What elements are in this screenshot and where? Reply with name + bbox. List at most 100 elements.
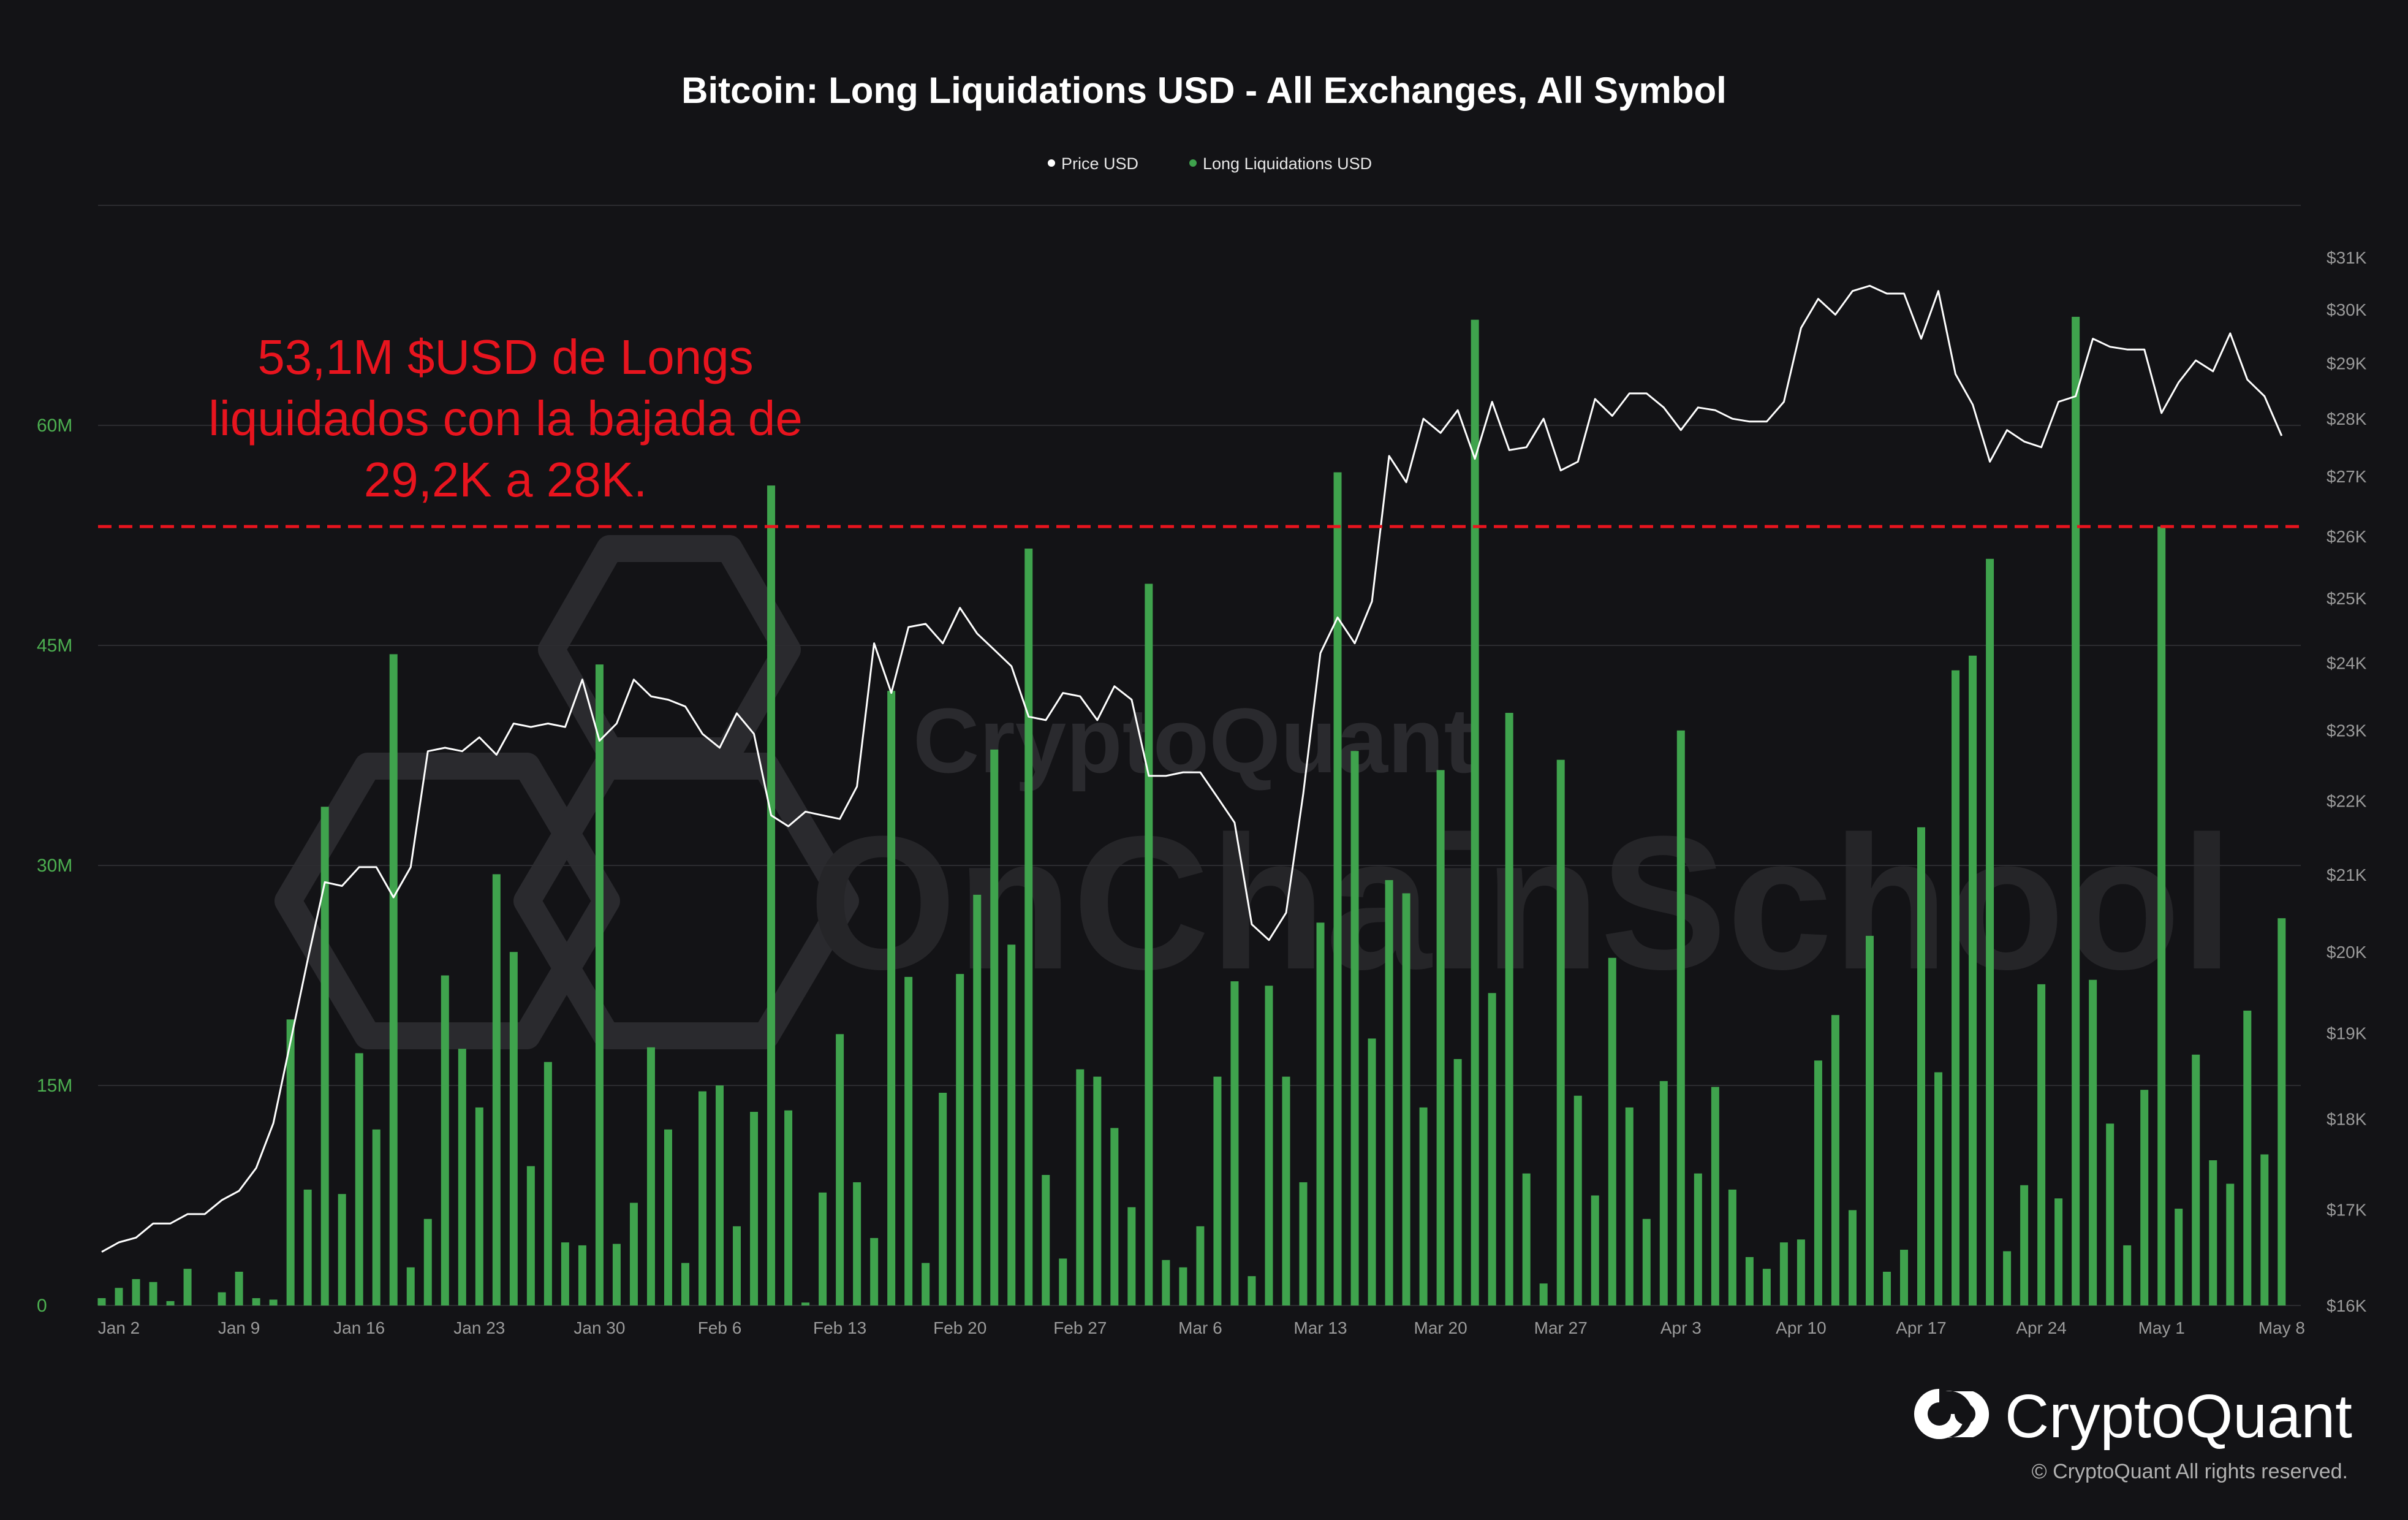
right-tick-label: $25K <box>2327 589 2367 608</box>
liquidation-bar <box>836 1034 844 1305</box>
liquidation-bar <box>990 749 999 1305</box>
liquidation-bar <box>956 974 964 1305</box>
right-tick-label: $17K <box>2327 1200 2367 1219</box>
liquidation-bar <box>1505 713 1513 1305</box>
x-tick-label: Jan 23 <box>453 1318 505 1337</box>
x-axis: Jan 2 Jan 9 Jan 16 Jan 23 Jan 30 Feb 6 Feb 13 F… <box>98 1318 2305 1337</box>
liquidation-bar <box>699 1091 706 1305</box>
liquidation-bar <box>1093 1076 1102 1305</box>
x-tick-label: Mar 27 <box>1534 1318 1588 1337</box>
liquidation-bar <box>887 691 896 1305</box>
liquidation-bar <box>716 1085 724 1305</box>
liquidation-bar <box>1213 1076 1222 1305</box>
liquidation-bar <box>149 1282 157 1305</box>
right-tick-label: $18K <box>2327 1109 2367 1128</box>
liquidation-bar <box>1711 1087 1719 1305</box>
liquidation-bar <box>1728 1189 1736 1305</box>
liquidation-bars <box>97 316 2286 1306</box>
liquidation-bar <box>1969 655 1977 1305</box>
brand-block: CryptoQuant © CryptoQuant All rights res… <box>1914 1373 2352 1483</box>
liquidation-bar <box>2089 979 2097 1305</box>
liquidation-bar <box>166 1301 175 1305</box>
right-tick-label: $24K <box>2327 654 2367 673</box>
x-tick-label: Feb 13 <box>813 1318 866 1337</box>
liquidation-bar <box>1059 1258 1067 1305</box>
liquidation-bar <box>1385 880 1393 1305</box>
liquidation-bar <box>1797 1239 1805 1305</box>
liquidation-bar <box>1299 1182 1308 1305</box>
liquidation-bar <box>372 1129 381 1305</box>
legend-item-price[interactable]: Price USD <box>1048 154 1138 173</box>
liquidation-bar <box>2277 918 2286 1305</box>
liquidation-bar <box>1007 944 1016 1305</box>
liquidation-bar <box>1196 1226 1205 1305</box>
liquidation-bar <box>2243 1010 2252 1305</box>
x-tick-label: Feb 20 <box>933 1318 986 1337</box>
legend-dot-liquidations <box>1189 159 1197 167</box>
liquidation-bar <box>406 1267 415 1305</box>
liquidation-bar <box>1402 893 1410 1305</box>
liquidation-bar <box>526 1166 535 1305</box>
x-tick-label: Jan 16 <box>333 1318 385 1337</box>
liquidation-bar <box>2020 1185 2029 1305</box>
right-tick-label: $27K <box>2327 467 2367 486</box>
liquidation-bar <box>578 1245 586 1305</box>
liquidation-bar <box>1333 472 1342 1305</box>
liquidation-bar <box>1814 1060 1822 1305</box>
liquidation-bar <box>2140 1090 2149 1305</box>
liquidation-bar <box>1230 981 1239 1305</box>
liquidation-bar <box>115 1288 123 1305</box>
liquidation-bar <box>218 1292 226 1305</box>
legend-item-liquidations[interactable]: Long Liquidations USD <box>1189 154 1372 173</box>
liquidation-bar <box>973 894 982 1305</box>
price-line-group <box>101 284 2283 1253</box>
liquidation-bar <box>784 1110 793 1305</box>
liquidation-bar <box>2192 1054 2200 1305</box>
liquidation-bar <box>1419 1107 1428 1305</box>
x-tick-label: Mar 20 <box>1414 1318 1467 1337</box>
liquidation-bar <box>1488 993 1496 1305</box>
x-tick-label: May 1 <box>2138 1318 2185 1337</box>
liquidation-bar <box>646 1047 655 1305</box>
price-line <box>101 284 2283 1253</box>
liquidation-bar <box>767 485 776 1305</box>
x-tick-label: Feb 27 <box>1053 1318 1107 1337</box>
liquidation-bar <box>441 975 449 1305</box>
liquidation-bar <box>1865 935 1874 1305</box>
right-tick-label: $16K <box>2327 1296 2367 1315</box>
cryptoquant-logo-icon <box>1914 1373 1990 1439</box>
liquidation-bar <box>2106 1123 2115 1305</box>
legend-dot-price <box>1048 159 1055 167</box>
liquidation-bar <box>492 874 501 1305</box>
liquidation-bar <box>320 807 329 1305</box>
liquidation-bar <box>2226 1184 2235 1305</box>
liquidation-bar <box>1471 319 1479 1306</box>
liquidation-bar <box>1282 1076 1290 1305</box>
liquidation-bar <box>1882 1271 1891 1305</box>
right-tick-label: $31K <box>2327 248 2367 267</box>
liquidation-bar <box>2072 316 2080 1305</box>
x-tick-label: Jan 9 <box>218 1318 260 1337</box>
legend: Price USD Long Liquidations USD <box>1048 154 1372 173</box>
legend-label-price: Price USD <box>1061 154 1138 173</box>
liquidation-bar <box>2054 1198 2063 1305</box>
liquidation-bar <box>1110 1128 1119 1305</box>
liquidation-bar <box>1642 1218 1651 1305</box>
liquidation-bar <box>2209 1160 2217 1305</box>
liquidation-bar <box>458 1049 466 1305</box>
liquidation-bar <box>1952 670 1960 1305</box>
liquidation-bar <box>801 1302 810 1305</box>
right-tick-label: $21K <box>2327 865 2367 884</box>
x-tick-label: Mar 13 <box>1293 1318 1347 1337</box>
liquidation-bar <box>183 1269 192 1305</box>
liquidation-bar <box>1848 1210 1857 1305</box>
watermark-hexagon-3 <box>513 753 859 1049</box>
legend-label-liquidations: Long Liquidations USD <box>1203 154 1372 173</box>
liquidation-bar <box>355 1053 363 1305</box>
liquidation-bar <box>664 1129 672 1305</box>
liquidation-bar <box>612 1244 621 1305</box>
left-tick-label: 15M <box>37 1076 72 1096</box>
liquidation-bar <box>1694 1173 1702 1305</box>
